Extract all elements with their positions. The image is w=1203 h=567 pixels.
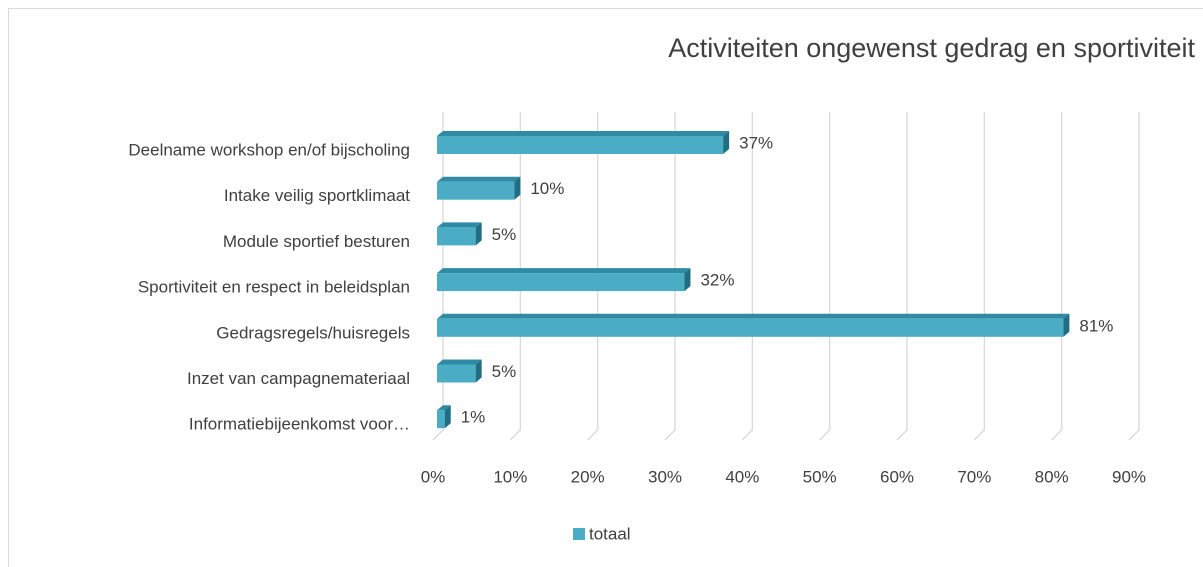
- bar-side: [723, 131, 730, 154]
- bar: [437, 364, 476, 383]
- bar-side: [1063, 313, 1070, 337]
- bar: [437, 318, 1064, 337]
- bar: [437, 410, 445, 429]
- bar: [437, 227, 476, 246]
- bar-side: [475, 222, 482, 246]
- x-tick-label: 70%: [957, 467, 991, 486]
- x-tick-label: 30%: [648, 467, 682, 486]
- bar-top: [437, 359, 482, 365]
- legend-label: totaal: [589, 524, 631, 543]
- bar-side: [475, 359, 482, 383]
- grid-line: [587, 112, 599, 441]
- category-label: Deelname workshop en/of bijscholing: [128, 140, 410, 159]
- x-tick-label: 10%: [493, 467, 527, 486]
- bar-top: [437, 313, 1070, 319]
- grid-line: [1128, 112, 1140, 441]
- bar-top: [437, 131, 730, 136]
- category-label: Gedragsregels/huisregels: [216, 323, 410, 342]
- grid-line: [819, 112, 831, 441]
- grid-line: [741, 112, 753, 441]
- grid-line: [509, 112, 521, 441]
- grid-line: [1051, 112, 1063, 441]
- data-label: 10%: [530, 179, 564, 198]
- bar-side: [684, 268, 691, 292]
- bar-top: [437, 405, 451, 411]
- data-label: 5%: [492, 225, 517, 244]
- bar-top: [437, 176, 521, 182]
- x-tick-label: 60%: [880, 467, 914, 486]
- bar-top: [437, 268, 691, 274]
- category-label: Inzet van campagnemateriaal: [187, 369, 410, 388]
- category-label: Informatiebijeenkomst voor…: [189, 415, 410, 434]
- x-tick-label: 40%: [725, 467, 759, 486]
- legend-swatch: [573, 528, 585, 540]
- grid-line: [973, 112, 985, 441]
- bar: [437, 136, 724, 154]
- bar-side: [444, 405, 451, 429]
- x-tick-label: 0%: [421, 467, 446, 486]
- bar: [437, 181, 515, 200]
- bar: [437, 273, 685, 292]
- bar-top: [437, 222, 482, 228]
- category-label: Intake veilig sportklimaat: [224, 186, 410, 205]
- data-label: 81%: [1079, 316, 1113, 335]
- data-label: 37%: [739, 133, 773, 152]
- data-label: 1%: [461, 408, 486, 427]
- grid-line: [896, 112, 908, 441]
- x-tick-label: 80%: [1035, 467, 1069, 486]
- data-label: 5%: [492, 362, 517, 381]
- x-tick-label: 20%: [571, 467, 605, 486]
- x-tick-label: 50%: [803, 467, 837, 486]
- x-tick-label: 90%: [1112, 467, 1146, 486]
- chart-title: Activiteiten ongewenst gedrag en sportiv…: [668, 33, 1195, 63]
- grid-line: [664, 112, 676, 441]
- bar-side: [514, 176, 521, 200]
- grid-line: [432, 112, 444, 441]
- category-label: Sportiviteit en respect in beleidsplan: [138, 278, 410, 297]
- category-label: Module sportief besturen: [223, 232, 410, 251]
- data-label: 32%: [700, 271, 734, 290]
